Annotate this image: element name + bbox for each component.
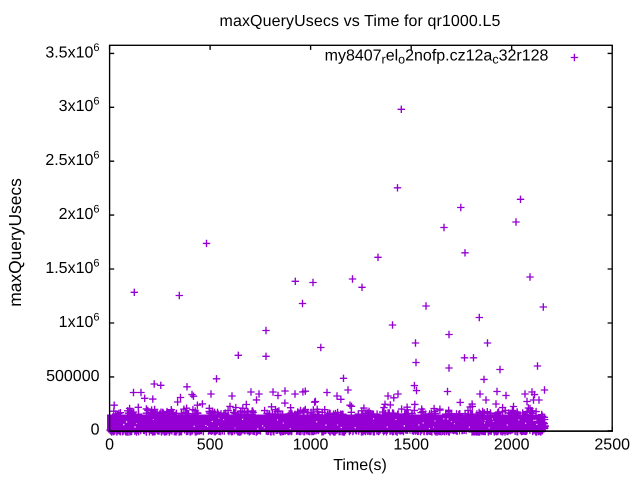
svg-text:0: 0 — [86, 422, 99, 439]
svg-text:2500: 2500 — [594, 437, 630, 454]
svg-text:1500: 1500 — [393, 437, 429, 454]
svg-text:500000: 500000 — [46, 368, 99, 385]
svg-text:2000: 2000 — [494, 437, 530, 454]
svg-text:maxQueryUsecs vs Time for qr10: maxQueryUsecs vs Time for qr1000.L5 — [220, 13, 501, 30]
svg-text:my8407relo2nofp.cz12ac32r128: my8407relo2nofp.cz12ac32r128 — [325, 47, 549, 66]
svg-text:Time(s): Time(s) — [333, 457, 387, 474]
svg-text:500: 500 — [197, 437, 224, 454]
svg-text:3.5x106: 3.5x106 — [45, 42, 99, 62]
svg-text:1.5x106: 1.5x106 — [45, 257, 99, 277]
svg-text:1x106: 1x106 — [59, 311, 100, 331]
svg-text:1000: 1000 — [293, 437, 329, 454]
svg-text:2x106: 2x106 — [59, 204, 100, 224]
svg-text:0: 0 — [105, 437, 114, 454]
svg-text:2.5x106: 2.5x106 — [45, 150, 99, 170]
svg-text:3x106: 3x106 — [59, 96, 100, 116]
svg-text:maxQueryUsecs: maxQueryUsecs — [5, 178, 25, 307]
